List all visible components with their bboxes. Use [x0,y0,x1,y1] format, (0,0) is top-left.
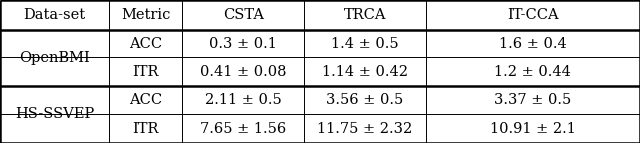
Text: 2.11 ± 0.5: 2.11 ± 0.5 [205,93,282,107]
Text: 0.41 ± 0.08: 0.41 ± 0.08 [200,64,287,79]
Text: 0.3 ± 0.1: 0.3 ± 0.1 [209,37,277,51]
Text: OpenBMI: OpenBMI [19,51,90,65]
Text: 1.6 ± 0.4: 1.6 ± 0.4 [499,37,566,51]
Text: ACC: ACC [129,37,162,51]
Text: 1.14 ± 0.42: 1.14 ± 0.42 [322,64,408,79]
Text: ACC: ACC [129,93,162,107]
Text: 3.37 ± 0.5: 3.37 ± 0.5 [494,93,572,107]
Text: CSTA: CSTA [223,8,264,22]
Text: TRCA: TRCA [344,8,386,22]
Text: 11.75 ± 2.32: 11.75 ± 2.32 [317,122,412,136]
Text: Metric: Metric [121,8,170,22]
Text: 10.91 ± 2.1: 10.91 ± 2.1 [490,122,576,136]
Text: 1.4 ± 0.5: 1.4 ± 0.5 [331,37,399,51]
Text: 3.56 ± 0.5: 3.56 ± 0.5 [326,93,403,107]
Text: ITR: ITR [132,64,159,79]
Text: HS-SSVEP: HS-SSVEP [15,107,94,121]
Text: IT-CCA: IT-CCA [507,8,559,22]
Text: 1.2 ± 0.44: 1.2 ± 0.44 [494,64,572,79]
Text: ITR: ITR [132,122,159,136]
Text: Data-set: Data-set [23,8,86,22]
Text: 7.65 ± 1.56: 7.65 ± 1.56 [200,122,286,136]
